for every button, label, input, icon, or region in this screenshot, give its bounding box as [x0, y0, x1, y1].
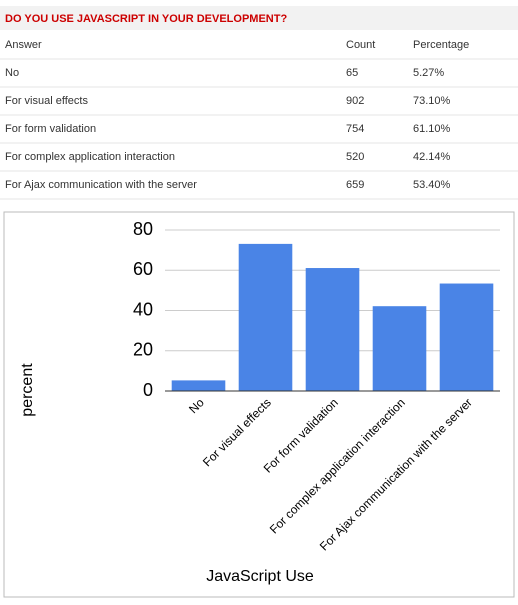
table-cell: For Ajax communication with the server [5, 179, 197, 191]
y-tick-label: 40 [133, 299, 153, 319]
y-tick-label: 20 [133, 340, 153, 360]
table-cell: 659 [346, 179, 364, 191]
bar [439, 283, 494, 391]
x-axis-label: JavaScript Use [206, 568, 314, 585]
table-cell: For form validation [5, 123, 96, 135]
y-tick-label: 80 [133, 219, 153, 239]
table-cell: For visual effects [5, 95, 88, 107]
table-cell: 65 [346, 67, 358, 79]
column-header: Answer [5, 39, 42, 51]
y-tick-label: 0 [143, 380, 153, 400]
table-cell: 53.40% [413, 179, 451, 191]
title: DO YOU USE JAVASCRIPT IN YOUR DEVELOPMEN… [5, 13, 287, 25]
table-cell: No [5, 67, 19, 79]
table-cell: 61.10% [413, 123, 451, 135]
y-tick-label: 60 [133, 259, 153, 279]
table-cell: 42.14% [413, 151, 451, 163]
table-cell: 73.10% [413, 95, 451, 107]
table-cell: 520 [346, 151, 364, 163]
bar [171, 380, 226, 391]
bar [305, 268, 360, 391]
table-cell: For complex application interaction [5, 151, 175, 163]
y-axis-label: percent [19, 363, 36, 417]
table-cell: 5.27% [413, 67, 444, 79]
table-cell: 902 [346, 95, 364, 107]
bar [238, 243, 293, 391]
bar [372, 306, 427, 391]
title-bar [0, 6, 518, 30]
column-header: Count [346, 39, 375, 51]
column-header: Percentage [413, 39, 469, 51]
table-cell: 754 [346, 123, 364, 135]
